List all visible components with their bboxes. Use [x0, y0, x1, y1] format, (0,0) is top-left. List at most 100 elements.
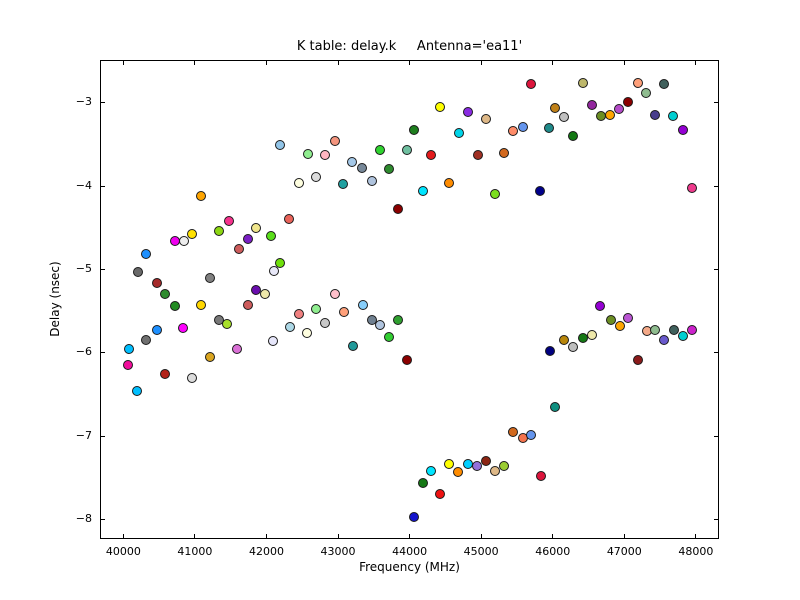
- data-point: [535, 471, 546, 482]
- data-point: [141, 249, 152, 260]
- data-point: [195, 300, 206, 311]
- data-point: [623, 312, 634, 323]
- x-tick-label: 41000: [177, 545, 213, 558]
- data-point: [544, 346, 555, 357]
- y-tick-mark: [101, 435, 105, 437]
- data-point: [586, 100, 597, 111]
- x-tick-label: 47000: [606, 545, 642, 558]
- x-tick-mark-top: [552, 61, 554, 65]
- data-point: [417, 186, 428, 197]
- data-point: [614, 321, 625, 332]
- data-point: [275, 257, 286, 268]
- data-point: [402, 355, 413, 366]
- data-point: [417, 478, 428, 489]
- data-point: [178, 322, 189, 333]
- x-tick-mark-top: [337, 61, 339, 65]
- x-tick-label: 44000: [392, 545, 428, 558]
- data-point: [462, 106, 473, 117]
- data-point: [223, 216, 234, 227]
- chart-title: K table: delay.k Antenna='ea11': [296, 39, 523, 54]
- y-tick-label: −3: [75, 95, 92, 109]
- data-point: [640, 87, 651, 98]
- data-point: [392, 315, 403, 326]
- x-tick-label: 48000: [678, 545, 714, 558]
- data-point: [443, 177, 454, 188]
- data-point: [550, 103, 561, 114]
- data-point: [498, 460, 509, 471]
- x-tick-mark-top: [409, 61, 411, 65]
- data-point: [233, 243, 244, 254]
- data-point: [347, 156, 358, 167]
- x-tick-mark: [409, 534, 411, 538]
- data-point: [266, 231, 277, 242]
- data-point: [375, 320, 386, 331]
- y-tick-label: −4: [75, 178, 92, 192]
- data-point: [284, 213, 295, 224]
- data-point: [329, 289, 340, 300]
- data-point: [384, 164, 395, 175]
- data-point: [443, 458, 454, 469]
- data-point: [267, 336, 278, 347]
- y-tick-mark-right: [714, 102, 718, 104]
- data-point: [160, 288, 171, 299]
- data-point: [301, 327, 312, 338]
- x-tick-mark-top: [695, 61, 697, 65]
- x-tick-label: 43000: [320, 545, 356, 558]
- data-point: [132, 266, 143, 277]
- x-tick-mark: [194, 534, 196, 538]
- data-point: [453, 127, 464, 138]
- data-point: [293, 308, 304, 319]
- data-point: [250, 222, 261, 233]
- x-tick-label: 42000: [248, 545, 284, 558]
- data-point: [435, 488, 446, 499]
- data-point: [169, 301, 180, 312]
- data-point: [132, 386, 143, 397]
- y-tick-label: −8: [75, 512, 92, 526]
- y-tick-mark: [101, 185, 105, 187]
- data-point: [275, 140, 286, 151]
- x-tick-mark: [695, 534, 697, 538]
- y-tick-mark: [101, 352, 105, 354]
- y-tick-mark: [101, 519, 105, 521]
- x-tick-mark: [552, 534, 554, 538]
- data-point: [408, 125, 419, 136]
- data-point: [499, 147, 510, 158]
- data-point: [293, 177, 304, 188]
- data-point: [124, 343, 135, 354]
- data-point: [348, 341, 359, 352]
- data-point: [668, 324, 679, 335]
- data-point: [310, 171, 321, 182]
- data-point: [535, 186, 546, 197]
- y-tick-label: −6: [75, 345, 92, 359]
- data-point: [567, 342, 578, 353]
- data-point: [622, 96, 633, 107]
- data-point: [384, 332, 395, 343]
- data-point: [558, 111, 569, 122]
- data-point: [605, 110, 615, 121]
- data-point: [426, 465, 437, 476]
- data-point: [329, 135, 340, 146]
- data-point: [242, 233, 253, 244]
- data-point: [141, 335, 152, 346]
- x-tick-mark: [480, 534, 482, 538]
- data-point: [408, 512, 419, 523]
- data-point: [490, 465, 501, 476]
- data-point: [187, 372, 198, 383]
- x-tick-mark-top: [623, 61, 625, 65]
- data-point: [489, 189, 500, 200]
- data-point: [578, 77, 589, 88]
- x-tick-label: 45000: [463, 545, 499, 558]
- x-tick-mark: [337, 534, 339, 538]
- data-point: [613, 104, 624, 115]
- data-point: [472, 150, 483, 161]
- data-point: [568, 130, 579, 141]
- y-tick-mark: [101, 268, 105, 270]
- data-point: [586, 329, 597, 340]
- data-point: [453, 467, 464, 478]
- data-point: [525, 79, 536, 90]
- data-point: [668, 110, 679, 121]
- data-point: [472, 460, 483, 471]
- data-point: [686, 325, 697, 336]
- y-tick-mark: [101, 102, 105, 104]
- data-point: [178, 236, 189, 247]
